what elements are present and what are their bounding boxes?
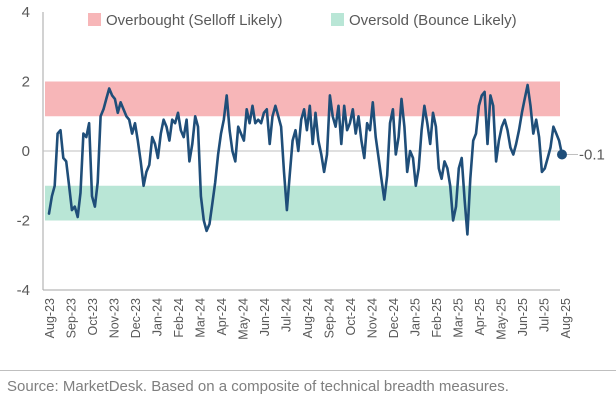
band-layer (45, 81, 560, 221)
last-value-marker (557, 149, 567, 160)
y-tick-label: -4 (17, 282, 30, 299)
breadth-chart: -4 -2 0 2 4 Aug-23 Sep-23 Oct-23 Nov-23 Dec-23 Ja… (17, 4, 605, 340)
x-tick-label: Feb-24 (172, 298, 186, 338)
x-tick-label: Jun-25 (516, 298, 530, 336)
x-tick-label: Nov-23 (108, 298, 122, 338)
x-tick-label: Feb-25 (430, 298, 444, 338)
x-tick-label: Jan-25 (409, 298, 423, 336)
x-tick-label: Aug-25 (559, 298, 573, 338)
x-tick-label: May-25 (495, 298, 509, 340)
y-tick-labels: -4 -2 0 2 4 (17, 4, 30, 299)
x-tick-label: Jul-24 (280, 298, 294, 332)
legend-swatch-oversold (331, 13, 344, 26)
x-tick-label: Apr-25 (473, 298, 487, 336)
x-tick-label: Oct-23 (86, 298, 100, 336)
x-tick-label: Jun-24 (258, 298, 272, 336)
breadth-series-line (47, 83, 564, 236)
y-tick-label: 2 (22, 74, 30, 91)
y-tick-label: 0 (22, 143, 30, 160)
x-tick-label: Oct-24 (344, 298, 358, 336)
x-tick-label: Sep-24 (323, 298, 337, 338)
legend-label-overbought: Overbought (Selloff Likely) (106, 12, 282, 29)
x-tick-label: Sep-23 (65, 298, 79, 338)
x-tick-label: Jan-24 (151, 298, 165, 336)
y-tick-label: 4 (22, 4, 30, 21)
x-tick-label: Dec-23 (129, 298, 143, 338)
x-tick-label: May-24 (237, 298, 251, 340)
y-tick-label: -2 (17, 213, 30, 230)
x-tick-label: Mar-24 (194, 298, 208, 338)
x-tick-label: Aug-23 (43, 298, 57, 338)
legend-label-oversold: Oversold (Bounce Likely) (349, 12, 517, 29)
x-tick-label: Aug-24 (301, 298, 315, 338)
x-tick-labels: Aug-23 Sep-23 Oct-23 Nov-23 Dec-23 Jan-24 Feb-… (43, 298, 573, 340)
legend: Overbought (Selloff Likely) Oversold (Bo… (88, 12, 517, 29)
last-value-label: -0.1 (579, 146, 605, 163)
x-tick-label: Mar-25 (452, 298, 466, 338)
legend-swatch-overbought (88, 13, 101, 26)
source-divider (0, 370, 616, 371)
source-note: Source: MarketDesk. Based on a composite… (7, 378, 509, 395)
x-tick-label: Nov-24 (366, 298, 380, 338)
oversold-band (45, 185, 560, 221)
series-layer: -0.1 (47, 83, 605, 236)
x-tick-label: Dec-24 (387, 298, 401, 338)
x-tick-label: Jul-25 (538, 298, 552, 332)
x-tick-label: Apr-24 (215, 298, 229, 336)
